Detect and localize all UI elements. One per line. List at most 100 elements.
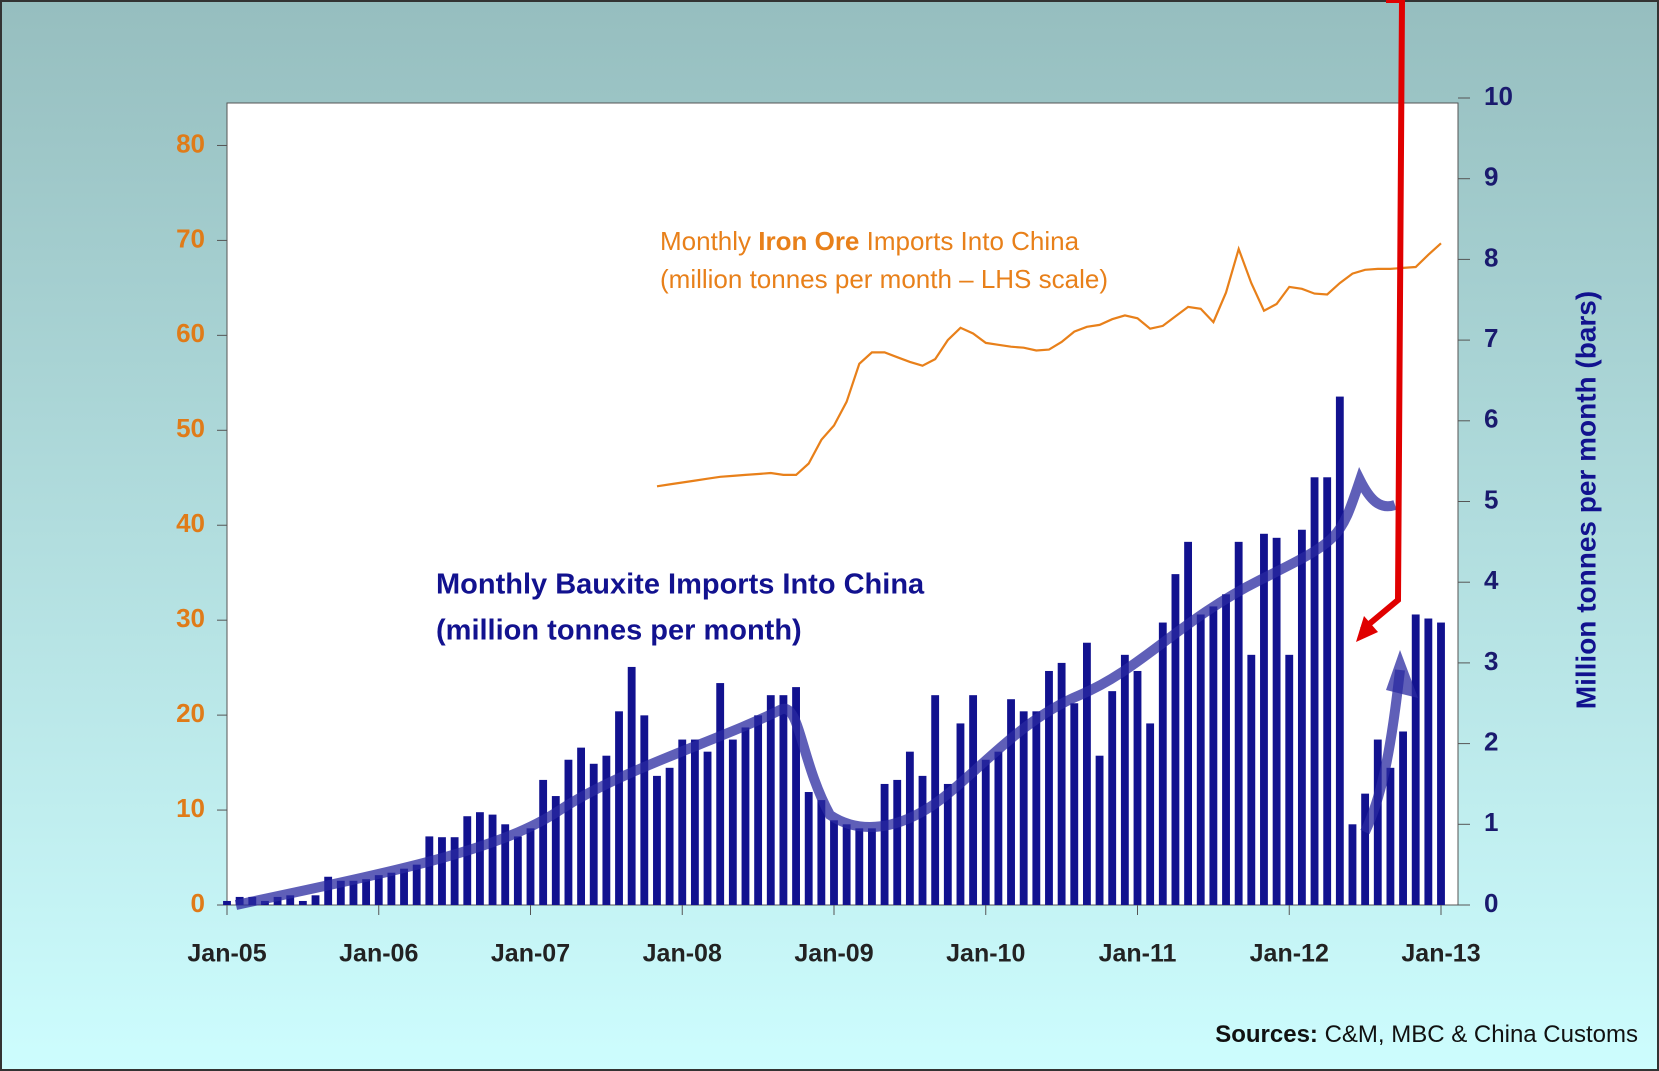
- y2-tick-label: 10: [1484, 81, 1513, 111]
- y2-tick-label: 2: [1484, 726, 1498, 756]
- bar: [1310, 477, 1319, 905]
- y2-tick-label: 9: [1484, 162, 1498, 192]
- x-tick-label: Jan-09: [794, 940, 873, 968]
- y2-tick-label: 5: [1484, 484, 1498, 514]
- bar: [905, 751, 914, 905]
- bar: [1285, 654, 1294, 905]
- y2-tick-label: 0: [1484, 888, 1498, 918]
- red-arrow: [1360, 0, 1406, 633]
- bar: [741, 727, 750, 905]
- bar: [475, 812, 484, 905]
- bar: [678, 739, 687, 905]
- bar: [1120, 654, 1129, 905]
- bar: [1399, 731, 1407, 905]
- bar: [1335, 396, 1344, 905]
- sources-text: Sources:: [1215, 1021, 1318, 1048]
- bar: [1082, 642, 1091, 905]
- bar: [728, 739, 737, 905]
- bar: [425, 836, 434, 905]
- y-tick-label: 40: [176, 508, 205, 538]
- bar: [1171, 574, 1180, 905]
- iron-ore-annotation: (million tonnes per month – LHS scale): [660, 264, 1108, 294]
- y-tick-label: 10: [176, 793, 205, 823]
- bar: [981, 759, 990, 905]
- bar: [1437, 622, 1445, 905]
- bar: [1108, 691, 1117, 905]
- bar: [1095, 755, 1104, 905]
- annotation-text: Iron Ore: [758, 226, 859, 256]
- bar: [893, 779, 902, 905]
- bar: [450, 837, 459, 905]
- bar: [1057, 662, 1066, 905]
- y2-tick-label: 6: [1484, 404, 1498, 434]
- y2-tick-label: 3: [1484, 646, 1498, 676]
- y2-tick-label: 8: [1484, 242, 1498, 272]
- bar: [349, 880, 358, 905]
- bar: [1196, 614, 1205, 905]
- y2-tick-label: 7: [1484, 323, 1498, 353]
- y2-tick-label: 4: [1484, 565, 1499, 595]
- bar: [362, 879, 371, 905]
- bar: [830, 820, 838, 905]
- x-tick-label: Jan-12: [1250, 940, 1329, 968]
- bar: [526, 828, 535, 905]
- bar: [1411, 614, 1420, 905]
- x-tick-label: Jan-06: [339, 940, 418, 968]
- annotation-text: Monthly: [660, 226, 758, 256]
- iron-ore-annotation: Monthly Iron Ore Imports Into China: [660, 226, 1080, 256]
- bar: [551, 796, 560, 905]
- bar: [1424, 618, 1433, 905]
- bar: [463, 816, 472, 905]
- bar: [615, 711, 623, 905]
- bar: [1222, 594, 1230, 905]
- bar: [1323, 477, 1332, 905]
- bar: [374, 875, 383, 905]
- trend-arrow: [234, 466, 1397, 910]
- y-tick-label: 30: [176, 603, 205, 633]
- bar: [589, 763, 598, 905]
- bar: [1146, 723, 1155, 905]
- bar: [577, 747, 586, 905]
- sources-text: C&M, MBC & China Customs: [1318, 1021, 1638, 1048]
- bar: [1007, 699, 1015, 905]
- bar: [817, 800, 826, 905]
- x-tick-label: Jan-13: [1401, 940, 1480, 968]
- bar: [994, 751, 1003, 905]
- bar: [665, 767, 674, 905]
- trend-arrow: [1360, 669, 1405, 835]
- bar: [1247, 654, 1256, 905]
- bar: [969, 695, 978, 905]
- y-tick-label: 70: [176, 223, 205, 253]
- red-arrowhead: [1356, 616, 1378, 642]
- bar: [703, 751, 712, 905]
- x-tick-label: Jan-08: [643, 940, 722, 968]
- bar: [336, 880, 345, 905]
- bar: [1234, 541, 1243, 905]
- bar: [412, 864, 421, 905]
- bar: [1209, 606, 1218, 905]
- bar: [1019, 711, 1028, 905]
- y-tick-label: 0: [191, 888, 205, 918]
- bar: [564, 759, 573, 905]
- bar: [792, 687, 800, 905]
- bar: [779, 695, 788, 905]
- bar: [918, 775, 927, 905]
- bar: [223, 900, 231, 905]
- bar: [640, 715, 649, 905]
- bar: [1133, 670, 1142, 905]
- bar: [1158, 622, 1167, 905]
- bar: [1386, 767, 1395, 905]
- bar: [754, 715, 763, 905]
- line: [656, 242, 1442, 488]
- bar: [943, 783, 952, 905]
- bar: [716, 683, 725, 905]
- bar: [1184, 541, 1193, 905]
- bar: [1361, 793, 1370, 905]
- bauxite-annotation: Monthly Bauxite Imports Into China: [436, 569, 925, 601]
- y-tick-label: 60: [176, 318, 205, 348]
- bar: [400, 868, 408, 905]
- bar: [501, 824, 510, 905]
- bar: [324, 876, 333, 905]
- bar: [766, 695, 775, 905]
